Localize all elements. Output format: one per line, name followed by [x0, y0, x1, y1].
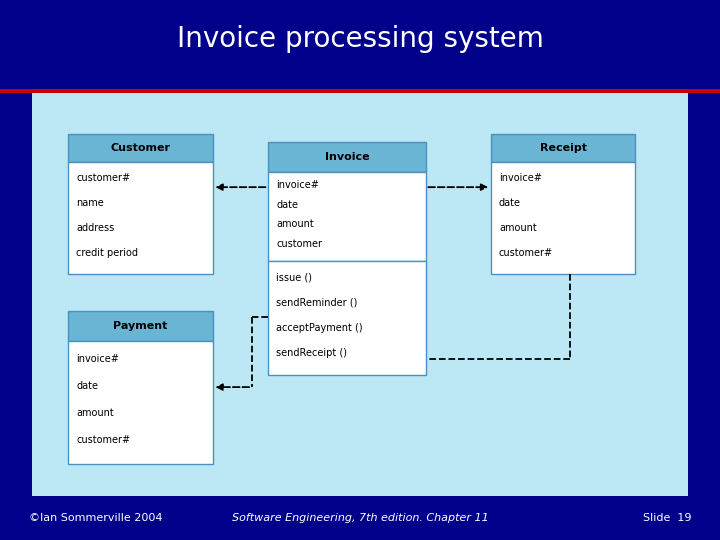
Text: date: date: [499, 198, 521, 208]
Text: date: date: [76, 381, 99, 391]
Text: amount: amount: [76, 408, 114, 418]
Text: name: name: [76, 198, 104, 208]
Text: customer: customer: [276, 239, 322, 249]
Text: credit period: credit period: [76, 248, 138, 258]
Bar: [68, 310, 212, 341]
Text: invoice#: invoice#: [499, 173, 541, 183]
Text: issue (): issue (): [276, 272, 312, 282]
Text: Slide  19: Slide 19: [643, 513, 691, 523]
Text: Customer: Customer: [110, 143, 171, 153]
Text: sendReceipt (): sendReceipt (): [276, 348, 347, 359]
Text: amount: amount: [499, 223, 536, 233]
Text: customer#: customer#: [499, 248, 553, 258]
Text: Invoice: Invoice: [325, 152, 369, 162]
Bar: [491, 134, 635, 162]
Text: Invoice processing system: Invoice processing system: [176, 25, 544, 53]
Bar: [68, 162, 212, 274]
Text: customer#: customer#: [76, 435, 130, 445]
Text: acceptPayment (): acceptPayment (): [276, 323, 363, 333]
Bar: [269, 261, 426, 375]
Bar: [68, 134, 212, 162]
Bar: [68, 341, 212, 463]
Bar: [269, 172, 426, 261]
Text: amount: amount: [276, 219, 314, 230]
Text: Receipt: Receipt: [539, 143, 587, 153]
Text: ©Ian Sommerville 2004: ©Ian Sommerville 2004: [29, 513, 162, 523]
Text: address: address: [76, 223, 114, 233]
Text: sendReminder (): sendReminder (): [276, 298, 358, 308]
Bar: [491, 162, 635, 274]
Text: invoice#: invoice#: [76, 354, 120, 364]
Bar: [269, 141, 426, 172]
Text: date: date: [276, 200, 298, 210]
Text: customer#: customer#: [76, 173, 130, 183]
Text: invoice#: invoice#: [276, 180, 319, 190]
Text: Software Engineering, 7th edition. Chapter 11: Software Engineering, 7th edition. Chapt…: [232, 513, 488, 523]
Text: Payment: Payment: [113, 321, 168, 331]
